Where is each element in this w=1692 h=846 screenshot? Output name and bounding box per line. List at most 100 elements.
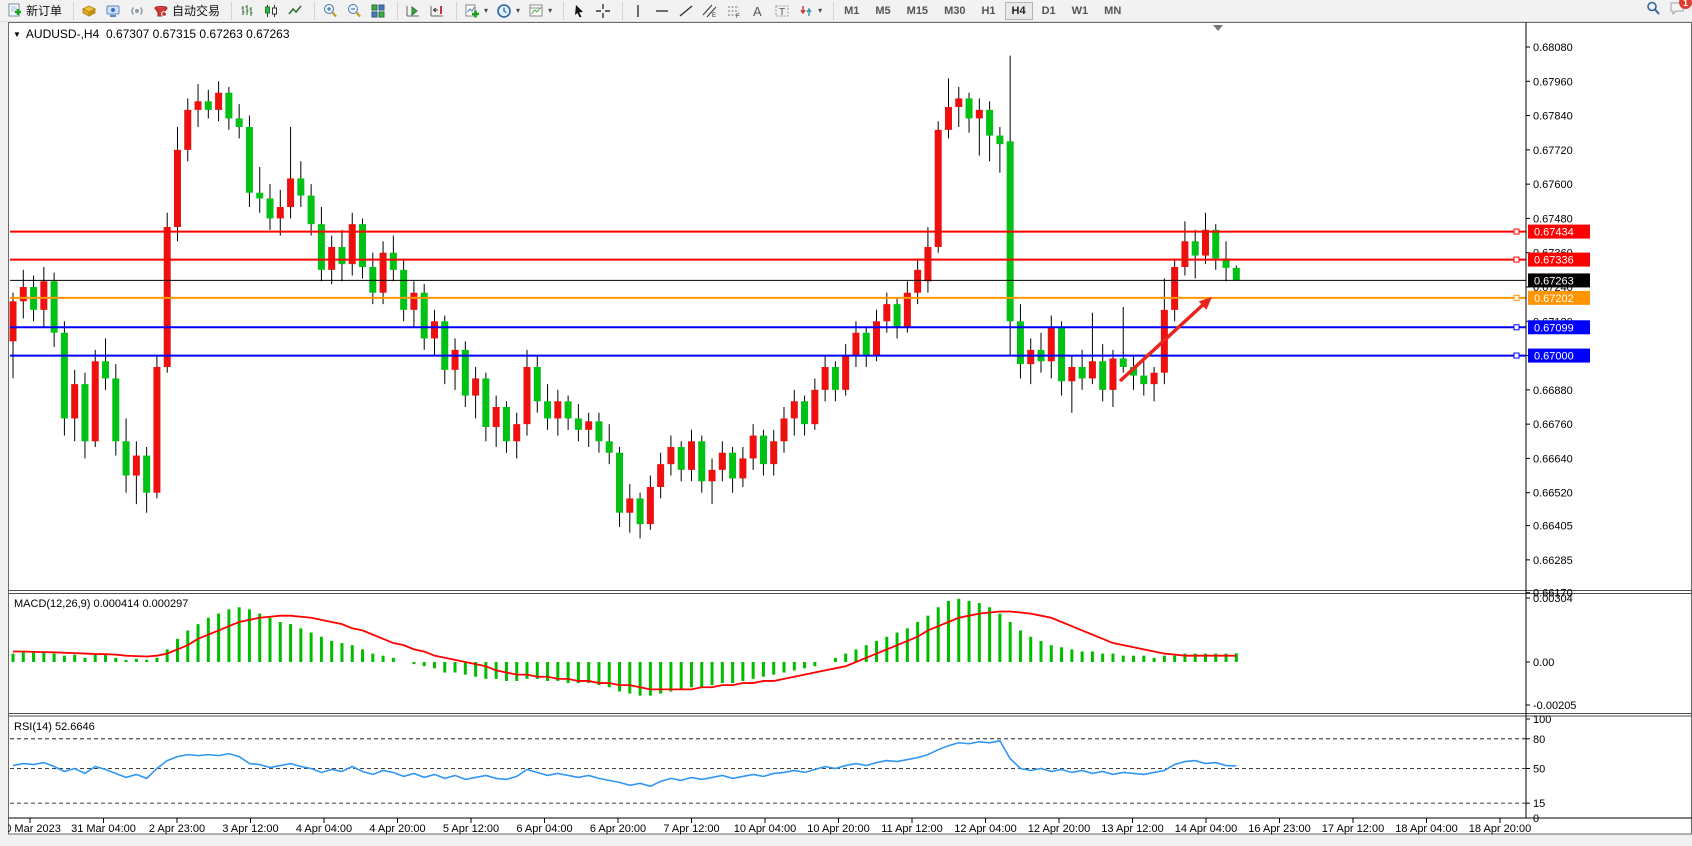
arrows-icon — [798, 3, 814, 19]
templates-icon — [528, 3, 544, 19]
horizontal-line-icon — [654, 3, 670, 19]
svg-text:0.67480: 0.67480 — [1533, 213, 1573, 225]
chart-shift-icon — [429, 3, 445, 19]
svg-text:0.66760: 0.66760 — [1533, 419, 1573, 431]
svg-text:0.66405: 0.66405 — [1533, 521, 1573, 533]
text-label-icon: T — [774, 3, 790, 19]
svg-text:10 Apr 20:00: 10 Apr 20:00 — [807, 823, 869, 835]
timeframe-button-D1[interactable]: D1 — [1041, 4, 1056, 17]
arrow-object — [1118, 300, 1208, 383]
svg-text:0.66640: 0.66640 — [1533, 453, 1573, 465]
auto-scroll-button[interactable] — [401, 1, 425, 21]
timeframe-button-W1[interactable]: W1 — [1071, 4, 1089, 17]
autotrading-button[interactable]: 自动交易 — [149, 1, 224, 21]
svg-text:0.67336: 0.67336 — [1534, 255, 1574, 267]
vertical-line-button[interactable] — [626, 1, 650, 21]
tile-windows-icon — [370, 3, 386, 19]
price-chart[interactable]: 0.68080 0.67960 0.67840 0.67720 0.67600 0.674… — [8, 22, 1692, 846]
zoom-out-icon — [346, 3, 362, 19]
price-tag — [1528, 252, 1590, 267]
arrows-button[interactable]: ▾ — [794, 1, 826, 21]
chart-collapse-toggle[interactable]: ▼ — [13, 30, 21, 39]
rsi-indicator-label: RSI(14) 52.6646 — [14, 721, 95, 733]
text-button[interactable]: A — [746, 1, 770, 21]
svg-text:50: 50 — [1533, 764, 1545, 776]
timeframe-button-MN[interactable]: MN — [1104, 4, 1122, 17]
svg-text:3 Apr 12:00: 3 Apr 12:00 — [222, 823, 278, 835]
dropdown-caret: ▾ — [548, 6, 553, 15]
zoom-in-icon — [322, 3, 338, 19]
timeframe-button-M30[interactable]: M30 — [944, 4, 966, 17]
indicators-button[interactable]: ▾ — [460, 1, 492, 21]
ohlc-high: 0.67315 — [152, 27, 197, 41]
trendline-icon — [678, 3, 694, 19]
separator — [616, 1, 624, 20]
periods-button[interactable]: ▾ — [492, 1, 524, 21]
hlines-layer — [10, 228, 1526, 383]
market-button[interactable] — [77, 1, 101, 21]
tile-windows-button[interactable] — [366, 1, 390, 21]
candlestick-button[interactable] — [259, 1, 283, 21]
zoom-out-button[interactable] — [342, 1, 366, 21]
dropdown-caret: ▾ — [484, 6, 489, 15]
svg-text:17 Apr 12:00: 17 Apr 12:00 — [1322, 823, 1384, 835]
svg-text:6 Apr 20:00: 6 Apr 20:00 — [590, 823, 646, 835]
timeframe-button-M15[interactable]: M15 — [906, 4, 929, 17]
vertical-line-icon — [630, 3, 646, 19]
svg-text:A: A — [753, 4, 762, 19]
timeframe-button-M5[interactable]: M5 — [875, 4, 891, 17]
templates-button[interactable]: ▾ — [524, 1, 556, 21]
text-label-button[interactable]: T — [770, 1, 794, 21]
rsi-line — [12, 739, 1237, 788]
channel-button[interactable]: E — [698, 1, 722, 21]
separator — [67, 1, 75, 20]
price-tag — [1528, 320, 1590, 335]
separator — [391, 1, 399, 20]
macd-signal-line — [13, 610, 1237, 691]
svg-text:31 Mar 04:00: 31 Mar 04:00 — [71, 823, 136, 835]
new-order-button[interactable]: 新订单 — [3, 1, 66, 21]
macd-panel — [11, 598, 1238, 696]
macd-indicator-label: MACD(12,26,9) 0.000414 0.000297 — [14, 598, 189, 610]
chart-shift-button[interactable] — [425, 1, 449, 21]
clock-icon — [496, 3, 512, 19]
chart-shift-marker — [1213, 25, 1223, 31]
timeframe-button-H4[interactable]: H4 — [1004, 1, 1033, 20]
bar-chart-button[interactable] — [235, 1, 259, 21]
svg-text:80: 80 — [1533, 734, 1545, 746]
svg-text:0.67600: 0.67600 — [1533, 179, 1573, 191]
timeframe-button-H1[interactable]: H1 — [981, 4, 996, 17]
svg-text:0.67202: 0.67202 — [1534, 293, 1574, 305]
svg-text:30 Mar 2023: 30 Mar 2023 — [8, 823, 61, 835]
trendline-button[interactable] — [674, 1, 698, 21]
svg-text:0.66880: 0.66880 — [1533, 385, 1573, 397]
signals-button[interactable] — [125, 1, 149, 21]
symbol-period: AUDUSD-,H4 — [25, 27, 100, 41]
cursor-button[interactable] — [567, 1, 591, 21]
price-tag — [1528, 224, 1590, 239]
svg-text:T: T — [779, 7, 785, 18]
svg-text:0: 0 — [1533, 813, 1539, 825]
community-icon — [105, 3, 121, 19]
fibonacci-icon: F — [726, 3, 742, 19]
autotrading-icon — [153, 3, 169, 19]
svg-text:0.66520: 0.66520 — [1533, 488, 1573, 500]
new-order-icon — [7, 3, 23, 19]
community-button[interactable] — [101, 1, 125, 21]
zoom-in-button[interactable] — [318, 1, 342, 21]
dropdown-caret: ▾ — [818, 6, 823, 15]
indicators-add-icon — [464, 3, 480, 19]
svg-text:15: 15 — [1533, 798, 1545, 810]
crosshair-button[interactable] — [591, 1, 615, 21]
horizontal-line-button[interactable] — [650, 1, 674, 21]
notifications-button[interactable]: 1 — [1669, 0, 1692, 21]
fibonacci-button[interactable]: F — [722, 1, 746, 21]
bar-chart-icon — [239, 3, 255, 19]
timeframe-button-M1[interactable]: M1 — [844, 4, 860, 17]
svg-text:0.66170: 0.66170 — [1533, 588, 1573, 600]
search-icon[interactable] — [1645, 0, 1661, 21]
candlestick-icon — [263, 3, 279, 19]
line-chart-button[interactable] — [283, 1, 307, 21]
svg-text:6 Apr 04:00: 6 Apr 04:00 — [516, 823, 572, 835]
svg-text:0.67840: 0.67840 — [1533, 111, 1573, 123]
